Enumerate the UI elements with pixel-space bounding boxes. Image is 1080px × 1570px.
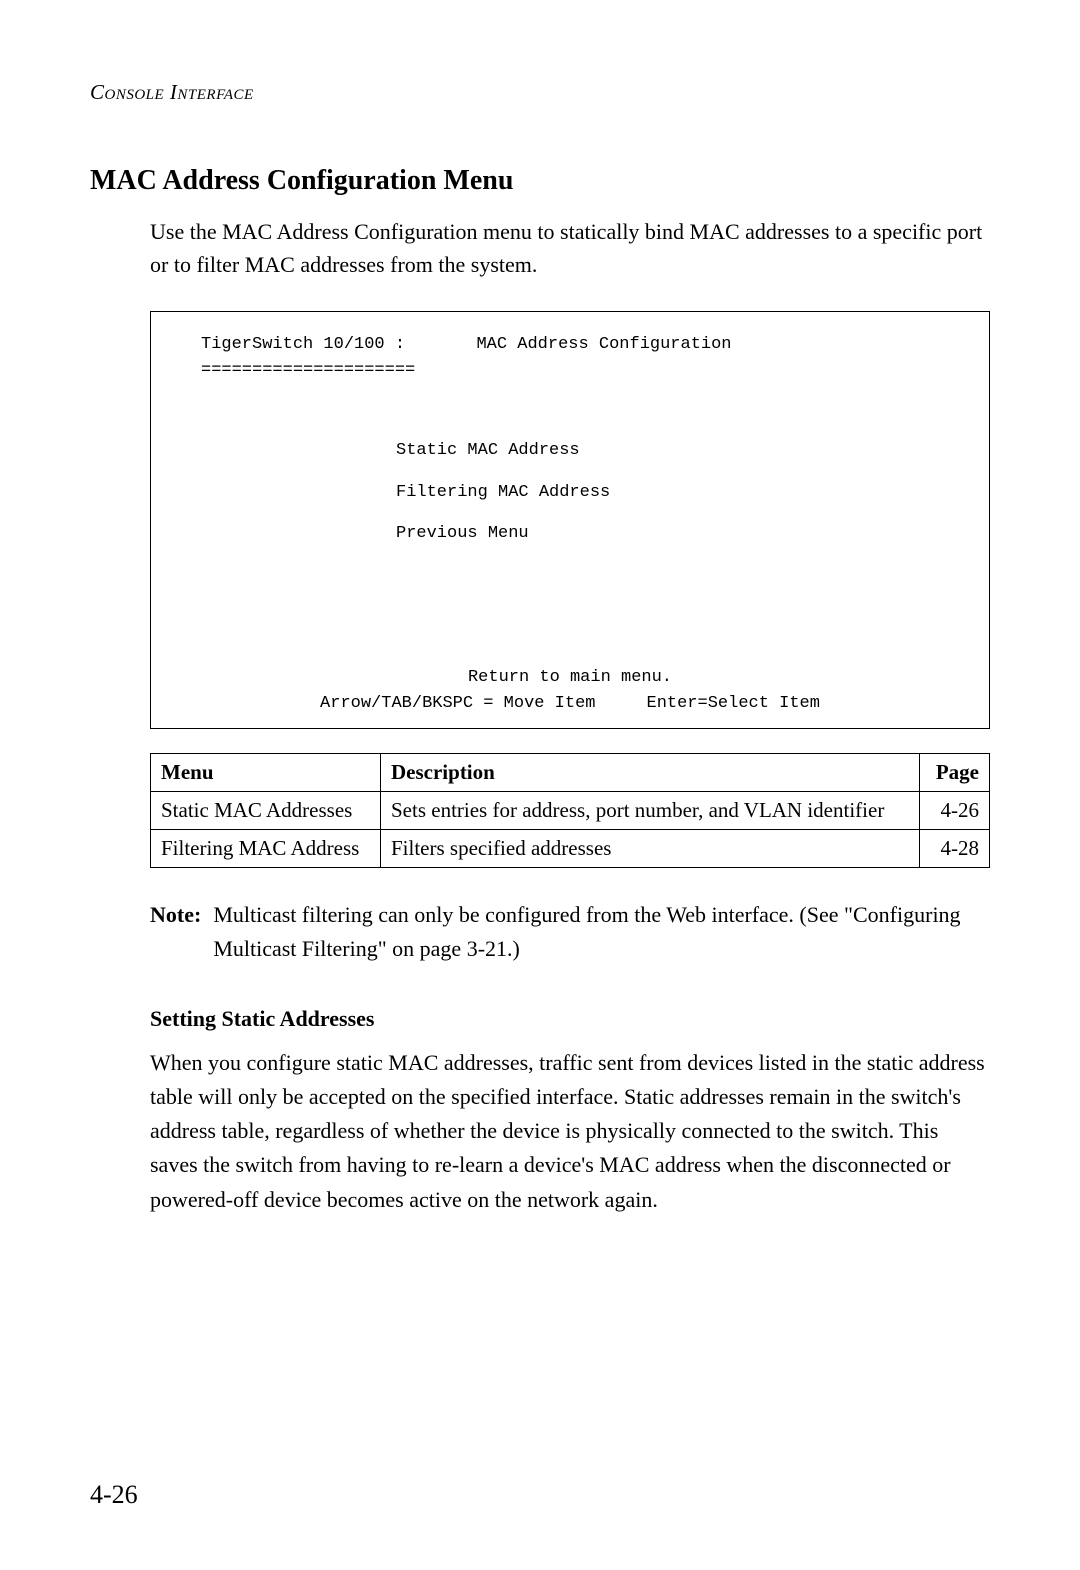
table-header-page: Page	[920, 754, 990, 792]
intro-paragraph: Use the MAC Address Configuration menu t…	[150, 215, 990, 281]
table-cell-menu: Filtering MAC Address	[151, 830, 381, 868]
console-menu-item: Static MAC Address	[396, 438, 939, 464]
note-label: Note:	[150, 898, 201, 966]
console-screenshot: TigerSwitch 10/100 : MAC Address Configu…	[150, 311, 990, 729]
note-text: Multicast filtering can only be configur…	[213, 898, 990, 966]
running-header: Console Interface	[90, 80, 990, 105]
table-row: Filtering MAC Address Filters specified …	[151, 830, 990, 868]
table-cell-description: Sets entries for address, port number, a…	[381, 792, 920, 830]
table-cell-page: 4-28	[920, 830, 990, 868]
console-title-row: TigerSwitch 10/100 : MAC Address Configu…	[201, 332, 939, 358]
console-menu-item: Previous Menu	[396, 521, 939, 547]
console-title-right: MAC Address Configuration	[476, 332, 731, 358]
console-divider: =====================	[201, 358, 939, 384]
note-block: Note: Multicast filtering can only be co…	[150, 898, 990, 966]
console-title-left: TigerSwitch 10/100 :	[201, 332, 405, 358]
menu-description-table: Menu Description Page Static MAC Address…	[150, 753, 990, 868]
subheading: Setting Static Addresses	[150, 1006, 990, 1032]
console-menu-item: Filtering MAC Address	[396, 480, 939, 506]
table-cell-page: 4-26	[920, 792, 990, 830]
console-title-spacer	[405, 332, 476, 358]
console-menu-list: Static MAC Address Filtering MAC Address…	[396, 438, 939, 547]
console-footer-line1: Return to main menu.	[151, 665, 989, 691]
table-header-description: Description	[381, 754, 920, 792]
console-footer-line2: Arrow/TAB/BKSPC = Move Item Enter=Select…	[151, 691, 989, 717]
section-heading: MAC Address Configuration Menu	[90, 165, 990, 197]
console-footer: Return to main menu. Arrow/TAB/BKSPC = M…	[151, 665, 989, 716]
table-row: Static MAC Addresses Sets entries for ad…	[151, 792, 990, 830]
body-paragraph: When you configure static MAC addresses,…	[150, 1046, 990, 1216]
table-header-row: Menu Description Page	[151, 754, 990, 792]
table-cell-menu: Static MAC Addresses	[151, 792, 381, 830]
page-number: 4-26	[90, 1480, 138, 1510]
table-cell-description: Filters specified addresses	[381, 830, 920, 868]
table-header-menu: Menu	[151, 754, 381, 792]
